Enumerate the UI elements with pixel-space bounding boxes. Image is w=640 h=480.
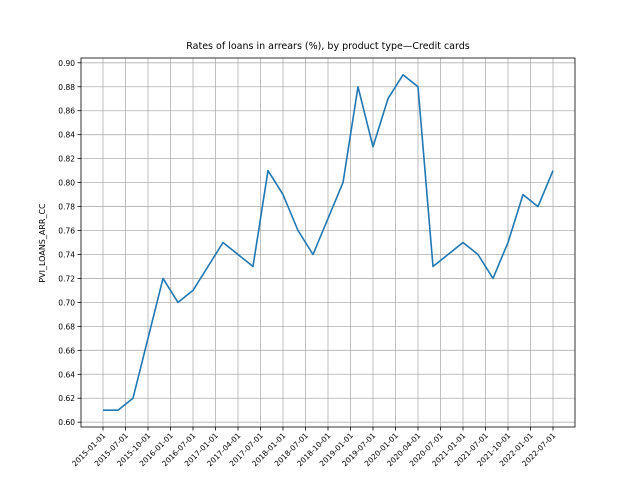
y-tick-label: 0.64	[58, 370, 75, 379]
y-tick-label: 0.74	[58, 250, 75, 259]
y-tick-label: 0.70	[58, 298, 75, 307]
y-tick-label: 0.62	[58, 394, 75, 403]
y-tick-label: 0.60	[58, 418, 75, 427]
y-tick-label: 0.86	[58, 107, 75, 116]
y-axis-label: PVI_LOANS_ARR_CC	[38, 203, 47, 283]
y-tick-label: 0.68	[58, 322, 75, 331]
chart-title: Rates of loans in arrears (%), by produc…	[186, 41, 470, 52]
y-tick-label: 0.88	[58, 83, 75, 92]
y-tick-label: 0.82	[58, 155, 75, 164]
y-tick-label: 0.84	[58, 131, 75, 140]
y-tick-label: 0.66	[58, 346, 75, 355]
plot-frame	[80, 57, 576, 428]
y-tick-label: 0.90	[58, 59, 75, 68]
y-tick-label: 0.78	[58, 203, 75, 212]
y-tick-label: 0.72	[58, 274, 75, 283]
data-line	[103, 74, 554, 411]
y-tick-label: 0.80	[58, 179, 75, 188]
y-tick-label: 0.76	[58, 227, 75, 236]
